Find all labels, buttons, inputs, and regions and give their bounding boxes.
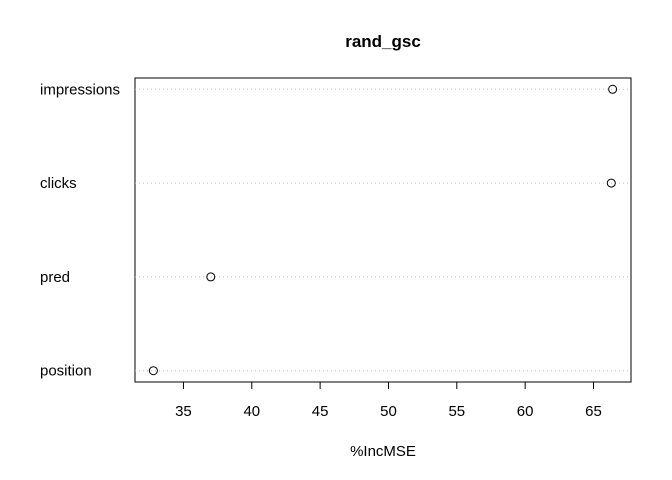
point-pred (206, 272, 216, 282)
plot-frame (134, 77, 632, 383)
point-position (148, 366, 158, 376)
category-label-position: position (40, 363, 92, 380)
x-axis-label: %IncMSE (350, 443, 416, 460)
x-tick-label-55: 55 (448, 403, 465, 420)
data-points (148, 84, 618, 376)
x-tick-label-60: 60 (517, 403, 534, 420)
category-label-impressions: impressions (40, 81, 120, 98)
guide-lines (135, 88, 631, 372)
x-axis: 35 40 45 50 55 60 65 (175, 381, 602, 420)
category-label-pred: pred (40, 269, 70, 286)
chart-title: rand_gsc (345, 32, 421, 51)
x-tick-label-35: 35 (175, 403, 192, 420)
category-label-clicks: clicks (40, 175, 77, 192)
x-tick-label-45: 45 (312, 403, 329, 420)
x-tick-label-65: 65 (585, 403, 602, 420)
point-clicks (606, 178, 616, 188)
point-impressions (608, 84, 618, 94)
x-tick-label-40: 40 (243, 403, 260, 420)
x-tick-label-50: 50 (380, 403, 397, 420)
category-labels: impressions clicks pred position (40, 81, 120, 379)
